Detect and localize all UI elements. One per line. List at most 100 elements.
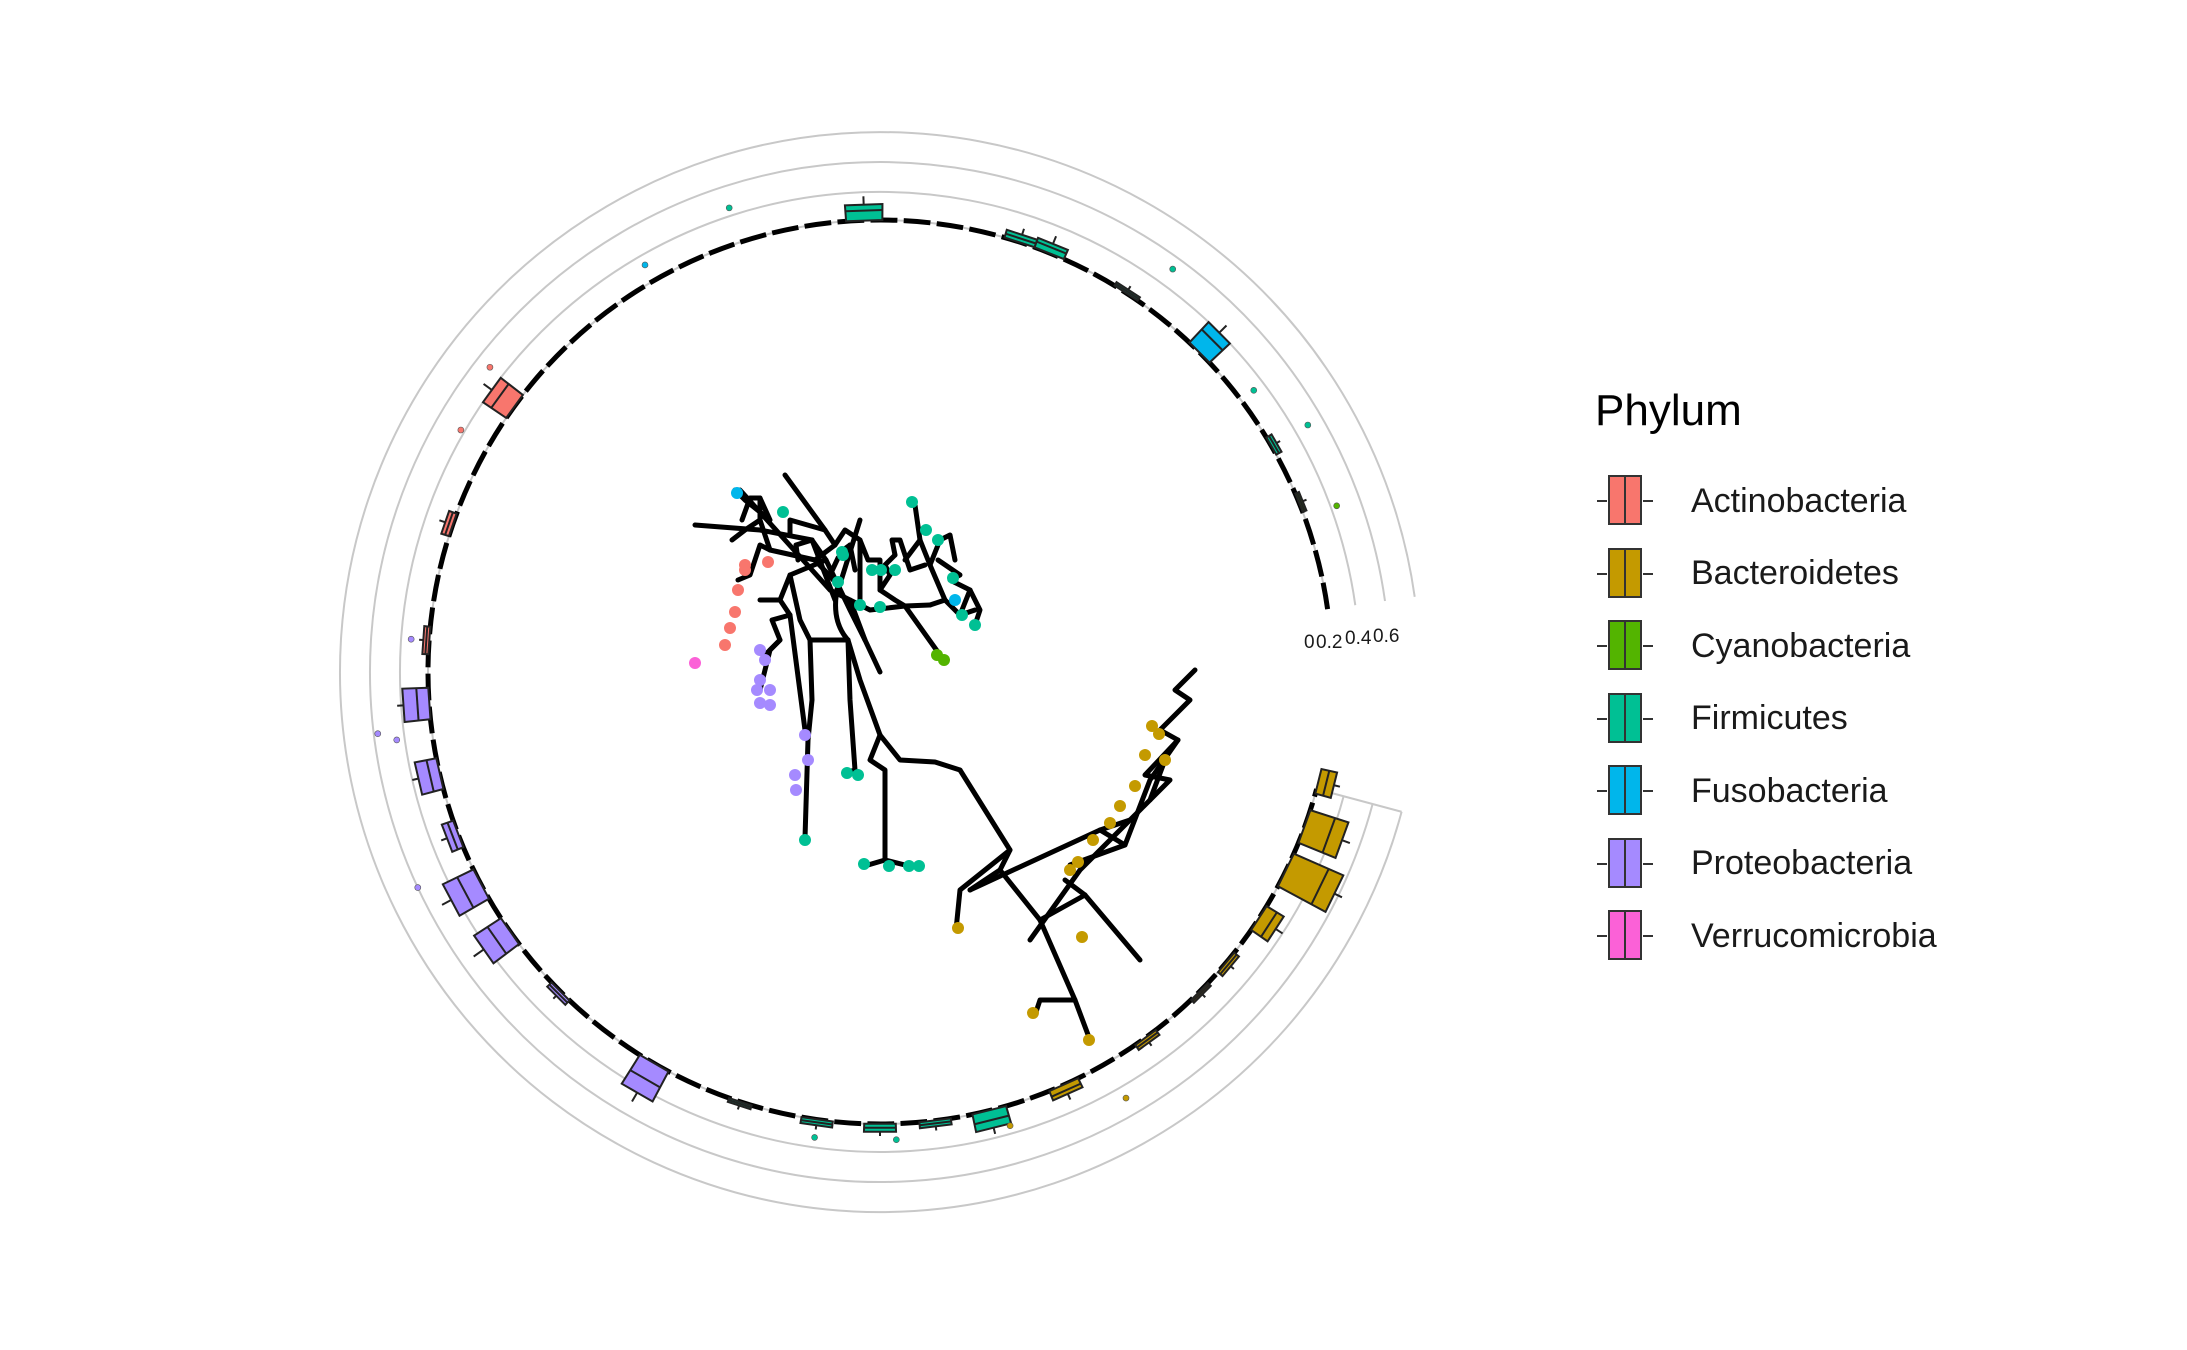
baseline-dash <box>486 421 505 448</box>
tree-branch <box>1032 997 1078 1018</box>
box-median <box>456 876 475 909</box>
tip-point <box>759 654 771 666</box>
legend-item: Proteobacteria <box>1595 828 2115 901</box>
box-whisker <box>1341 839 1351 844</box>
tree-branch <box>1142 667 1198 803</box>
box-whisker <box>1052 235 1057 245</box>
baseline-dash <box>1240 401 1261 426</box>
box-whisker <box>631 1092 638 1103</box>
legend-label: Proteobacteria <box>1691 844 1913 883</box>
tip-point <box>739 559 751 571</box>
box-whisker <box>1275 928 1284 935</box>
ring-axis-line <box>1328 597 1415 609</box>
legend-item: Actinobacteria <box>1595 465 2115 538</box>
tree-branch <box>737 487 868 643</box>
tip-point <box>932 534 944 546</box>
tip-point <box>719 639 731 651</box>
tree-branch <box>832 527 863 608</box>
tree-branch <box>1027 817 1133 943</box>
outlier-point <box>1250 387 1258 394</box>
ring-tick-0-2: 0.2 <box>1316 632 1342 653</box>
box-whisker <box>473 948 485 958</box>
ring-axis-tick-labels: 0 0.2 0.4 0.6 <box>1304 626 1399 653</box>
tip-point <box>802 754 814 766</box>
legend-label: Verrucomicrobia <box>1691 916 1937 955</box>
box-median <box>1310 868 1330 905</box>
ring-0-6 <box>338 131 1416 1214</box>
baseline-dash <box>936 221 964 231</box>
box-whisker <box>1334 892 1343 899</box>
tree-branch <box>967 827 1128 893</box>
tip-point <box>1129 780 1141 792</box>
outlier-point <box>374 730 382 737</box>
tree-branch <box>782 472 838 563</box>
legend-boxplot-key <box>1595 546 1655 602</box>
tip-point <box>1146 720 1158 732</box>
tip-point <box>969 619 981 631</box>
tip-point <box>689 657 701 669</box>
tip-point <box>837 549 849 561</box>
baseline-dash <box>677 253 705 270</box>
baseline-dash <box>705 1086 733 1102</box>
tip-point <box>906 496 918 508</box>
box-whisker <box>1201 993 1206 998</box>
tree-branch <box>1062 877 1088 898</box>
legend-boxplot-key <box>1595 908 1655 964</box>
tree-branch <box>997 867 1143 963</box>
tip-point <box>799 729 811 741</box>
baseline-dash <box>437 542 450 570</box>
legend-label: Actinobacteria <box>1691 481 1907 520</box>
tip-point <box>841 767 853 779</box>
box-whisker <box>992 1127 997 1135</box>
outlier-point <box>1169 265 1177 273</box>
tip-point <box>790 784 802 796</box>
legend-boxplot-key <box>1595 473 1655 529</box>
tip-point <box>1104 817 1116 829</box>
box-median <box>490 383 510 409</box>
box-whisker <box>552 995 557 1000</box>
baseline-dash <box>739 232 767 245</box>
abundance-box <box>1276 852 1345 914</box>
box-median <box>629 1069 661 1089</box>
tip-point <box>1087 834 1099 846</box>
baseline-dash <box>1148 307 1173 328</box>
baseline-dash <box>1220 375 1242 400</box>
tree-branch <box>865 857 888 868</box>
tip-point <box>889 564 901 576</box>
outlier-point <box>407 635 415 643</box>
tree-branch <box>802 637 851 841</box>
box-median <box>548 983 569 1004</box>
tip-point <box>764 684 776 696</box>
tree-branch <box>912 502 948 603</box>
tip-point <box>866 564 878 576</box>
tip-point <box>1159 754 1171 766</box>
legend-label: Fusobacteria <box>1691 771 1888 810</box>
box-median <box>444 511 454 536</box>
legend-item: Firmicutes <box>1595 683 2115 756</box>
tip-point <box>858 858 870 870</box>
box-median <box>1321 817 1337 853</box>
baseline-dash <box>675 1073 702 1090</box>
tip-point <box>913 860 925 872</box>
tip-point <box>1064 864 1076 876</box>
baseline-dash <box>545 345 568 368</box>
box-median <box>424 626 429 655</box>
baseline-dash <box>620 284 646 303</box>
box-whisker <box>814 1125 818 1130</box>
baseline-dash <box>768 1107 796 1119</box>
tree-branch <box>877 552 898 593</box>
tree-branch <box>902 603 943 658</box>
baseline-dash <box>804 220 832 229</box>
tree-branch <box>787 572 813 643</box>
baseline-dash <box>1312 549 1325 578</box>
tip-point <box>751 684 763 696</box>
abundance-box <box>1249 904 1286 943</box>
tree-branch <box>787 517 828 538</box>
box-whisker <box>412 777 419 781</box>
tip-point <box>799 834 811 846</box>
baseline-dash <box>1092 271 1119 290</box>
tip-point <box>754 697 766 709</box>
box-median <box>800 1119 833 1126</box>
ring-tick-0-6: 0.6 <box>1373 626 1399 647</box>
ring-0-2 <box>398 190 1357 1153</box>
